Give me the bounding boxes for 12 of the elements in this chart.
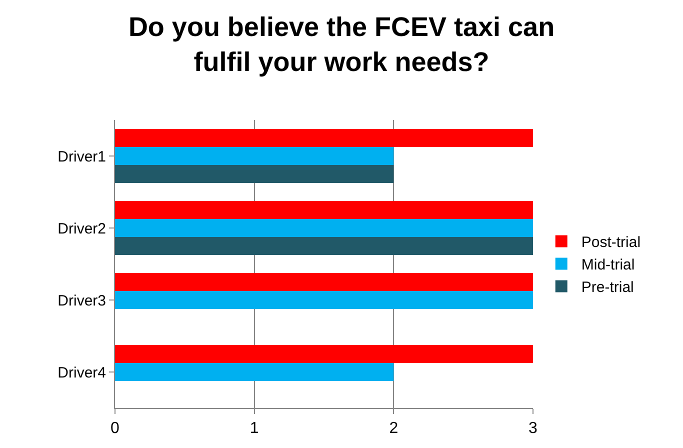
legend-label: Pre-trial <box>581 279 634 296</box>
legend-label: Post-trial <box>581 234 641 252</box>
x-tick-label: 3 <box>528 420 538 438</box>
y-tick-label: Driver1 <box>58 148 106 166</box>
legend-label: Mid-trial <box>581 256 635 274</box>
y-tick-label: Driver2 <box>58 220 106 238</box>
x-tick-label: 1 <box>250 420 259 438</box>
y-tick-label: Driver4 <box>58 364 106 382</box>
y-tick-label: Driver3 <box>58 292 106 310</box>
x-tick-label: 0 <box>110 420 120 438</box>
chart-title: Do you believe the FCEV taxi can fulfil your work needs? <box>128 12 555 77</box>
x-tick-label: 2 <box>389 420 398 438</box>
